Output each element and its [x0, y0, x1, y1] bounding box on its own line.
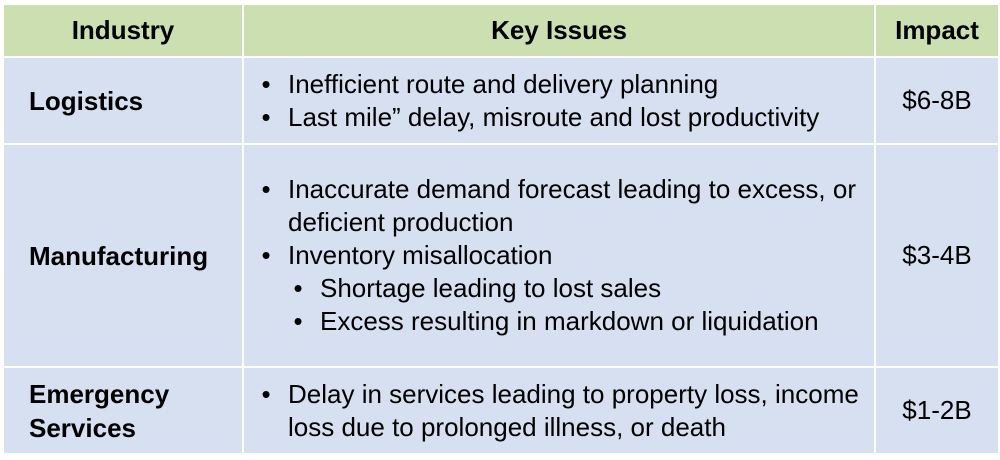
- list-item: • Delay in services leading to property …: [256, 378, 874, 444]
- header-key-issues: Key Issues: [242, 3, 876, 58]
- industry-issues-table: Industry Key Issues Impact Logistics • I…: [2, 3, 1000, 455]
- table-row-manufacturing: Manufacturing • Inaccurate demand foreca…: [2, 143, 1000, 368]
- bullet-icon: •: [261, 174, 271, 204]
- bullet-icon: •: [261, 240, 271, 270]
- sub-issue-text: Excess resulting in markdown or liquidat…: [320, 306, 819, 336]
- list-item: • Shortage leading to lost sales: [288, 272, 874, 305]
- list-item: • Inaccurate demand forecast leading to …: [256, 173, 874, 239]
- issue-text: Inventory misallocation: [288, 240, 553, 270]
- issue-text: Inefficient route and delivery planning: [288, 68, 719, 99]
- issue-text: Delay in services leading to property lo…: [288, 378, 859, 442]
- list-item: • Inefficient route and delivery plannin…: [256, 68, 874, 101]
- bullet-icon: •: [261, 378, 271, 409]
- impact-value: $6-8B: [902, 85, 972, 115]
- impact-cell: $1-2B: [874, 366, 1000, 455]
- issues-cell: • Inaccurate demand forecast leading to …: [242, 143, 876, 368]
- bullet-icon: •: [261, 101, 271, 132]
- header-impact: Impact: [874, 3, 1000, 58]
- industry-label-line2: Services: [29, 412, 136, 443]
- issue-list: • Inefficient route and delivery plannin…: [256, 68, 874, 134]
- bullet-icon: •: [261, 68, 271, 99]
- bullet-icon: •: [293, 306, 303, 336]
- issues-cell: • Delay in services leading to property …: [242, 366, 876, 455]
- table-row-emergency-services: Emergency Services • Delay in services l…: [2, 366, 1000, 455]
- header-industry: Industry: [2, 3, 244, 58]
- industry-label-line1: Emergency: [29, 378, 170, 409]
- industry-cell: Manufacturing: [2, 143, 244, 368]
- sub-issue-text: Shortage leading to lost sales: [320, 273, 662, 303]
- list-item: • Inventory misallocation: [256, 239, 874, 272]
- table-row-logistics: Logistics • Inefficient route and delive…: [2, 56, 1000, 145]
- issues-cell: • Inefficient route and delivery plannin…: [242, 56, 876, 145]
- industry-cell: Emergency Services: [2, 366, 244, 455]
- issue-text: Last mile” delay, misroute and lost prod…: [288, 101, 820, 132]
- impact-cell: $6-8B: [874, 56, 1000, 145]
- list-item: • Excess resulting in markdown or liquid…: [288, 305, 874, 338]
- industry-label: Manufacturing: [29, 240, 209, 271]
- industry-cell: Logistics: [2, 56, 244, 145]
- header-row: Industry Key Issues Impact: [2, 3, 1000, 58]
- sub-issue-list: • Shortage leading to lost sales • Exces…: [288, 272, 874, 338]
- impact-value: $1-2B: [902, 395, 972, 425]
- impact-cell: $3-4B: [874, 143, 1000, 368]
- impact-value: $3-4B: [902, 240, 972, 270]
- industry-label: Logistics: [29, 85, 144, 116]
- bullet-icon: •: [293, 273, 303, 303]
- list-item: • Last mile” delay, misroute and lost pr…: [256, 101, 874, 134]
- issue-text: Inaccurate demand forecast leading to ex…: [288, 174, 856, 237]
- issue-list: • Delay in services leading to property …: [256, 378, 874, 444]
- issue-list: • Inaccurate demand forecast leading to …: [256, 173, 874, 272]
